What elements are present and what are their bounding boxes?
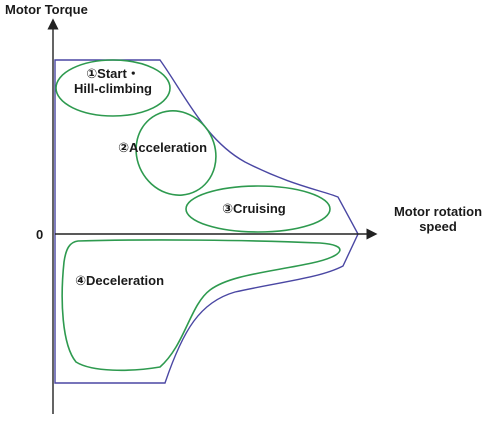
speed-axis-label-line1: Motor rotation xyxy=(393,204,483,219)
speed-axis-label: Motor rotation speed xyxy=(380,204,496,235)
deceleration-region xyxy=(61,239,341,372)
speed-axis-label-line2: speed xyxy=(419,218,457,234)
acceleration-region xyxy=(135,110,217,196)
acceleration-label: ②Acceleration xyxy=(118,140,208,155)
start-label-line2: Hill-climbing xyxy=(74,80,152,96)
torque-axis-label: Motor Torque xyxy=(5,2,88,17)
start-hill-climbing-region xyxy=(55,59,171,117)
torque-speed-envelope xyxy=(54,59,359,384)
cruising-region xyxy=(185,185,331,233)
start-label-line1: ①Start・ xyxy=(86,66,140,81)
cruising-label: ③Cruising xyxy=(222,201,286,216)
start-hill-climbing-label: ①Start・ Hill-climbing xyxy=(58,66,168,97)
deceleration-label: ④Deceleration xyxy=(75,273,165,288)
origin-label: 0 xyxy=(36,227,44,242)
